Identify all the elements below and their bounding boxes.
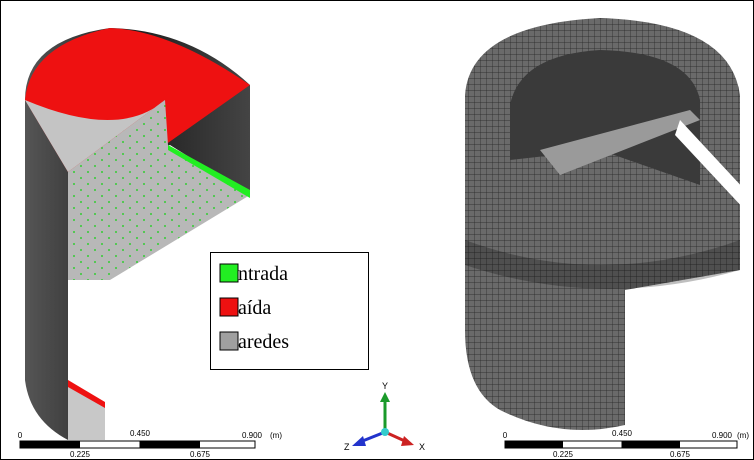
scale-label: 0.225 xyxy=(70,450,91,459)
legend-label: ntrada xyxy=(238,263,288,285)
scale-label: 0.675 xyxy=(670,450,691,459)
scale-label: 0.675 xyxy=(190,450,211,459)
scale-label: 0 xyxy=(503,431,508,440)
axis-label: X xyxy=(419,442,425,452)
scale-label: 0 xyxy=(18,431,23,440)
axis-label: Z xyxy=(344,442,350,452)
scale-label: 0.900 xyxy=(712,431,733,440)
legend-label: aredes xyxy=(238,331,289,353)
legend-label: aída xyxy=(238,297,271,319)
scale-label: (m) xyxy=(270,431,282,440)
scale-label: (m) xyxy=(737,431,749,440)
scale-label: 0.900 xyxy=(242,431,263,440)
scale-label: 0.450 xyxy=(612,429,633,438)
figure: ntrada aída aredes 0 0.450 0.900 (m) 0.2… xyxy=(0,0,754,460)
legend-swatch xyxy=(220,264,238,282)
legend: ntrada aída aredes xyxy=(211,253,369,370)
scale-label: 0.450 xyxy=(130,429,151,438)
axis-label: Y xyxy=(382,381,388,391)
scale-label: 0.225 xyxy=(553,450,574,459)
legend-swatch xyxy=(220,298,238,316)
legend-swatch xyxy=(220,332,238,350)
